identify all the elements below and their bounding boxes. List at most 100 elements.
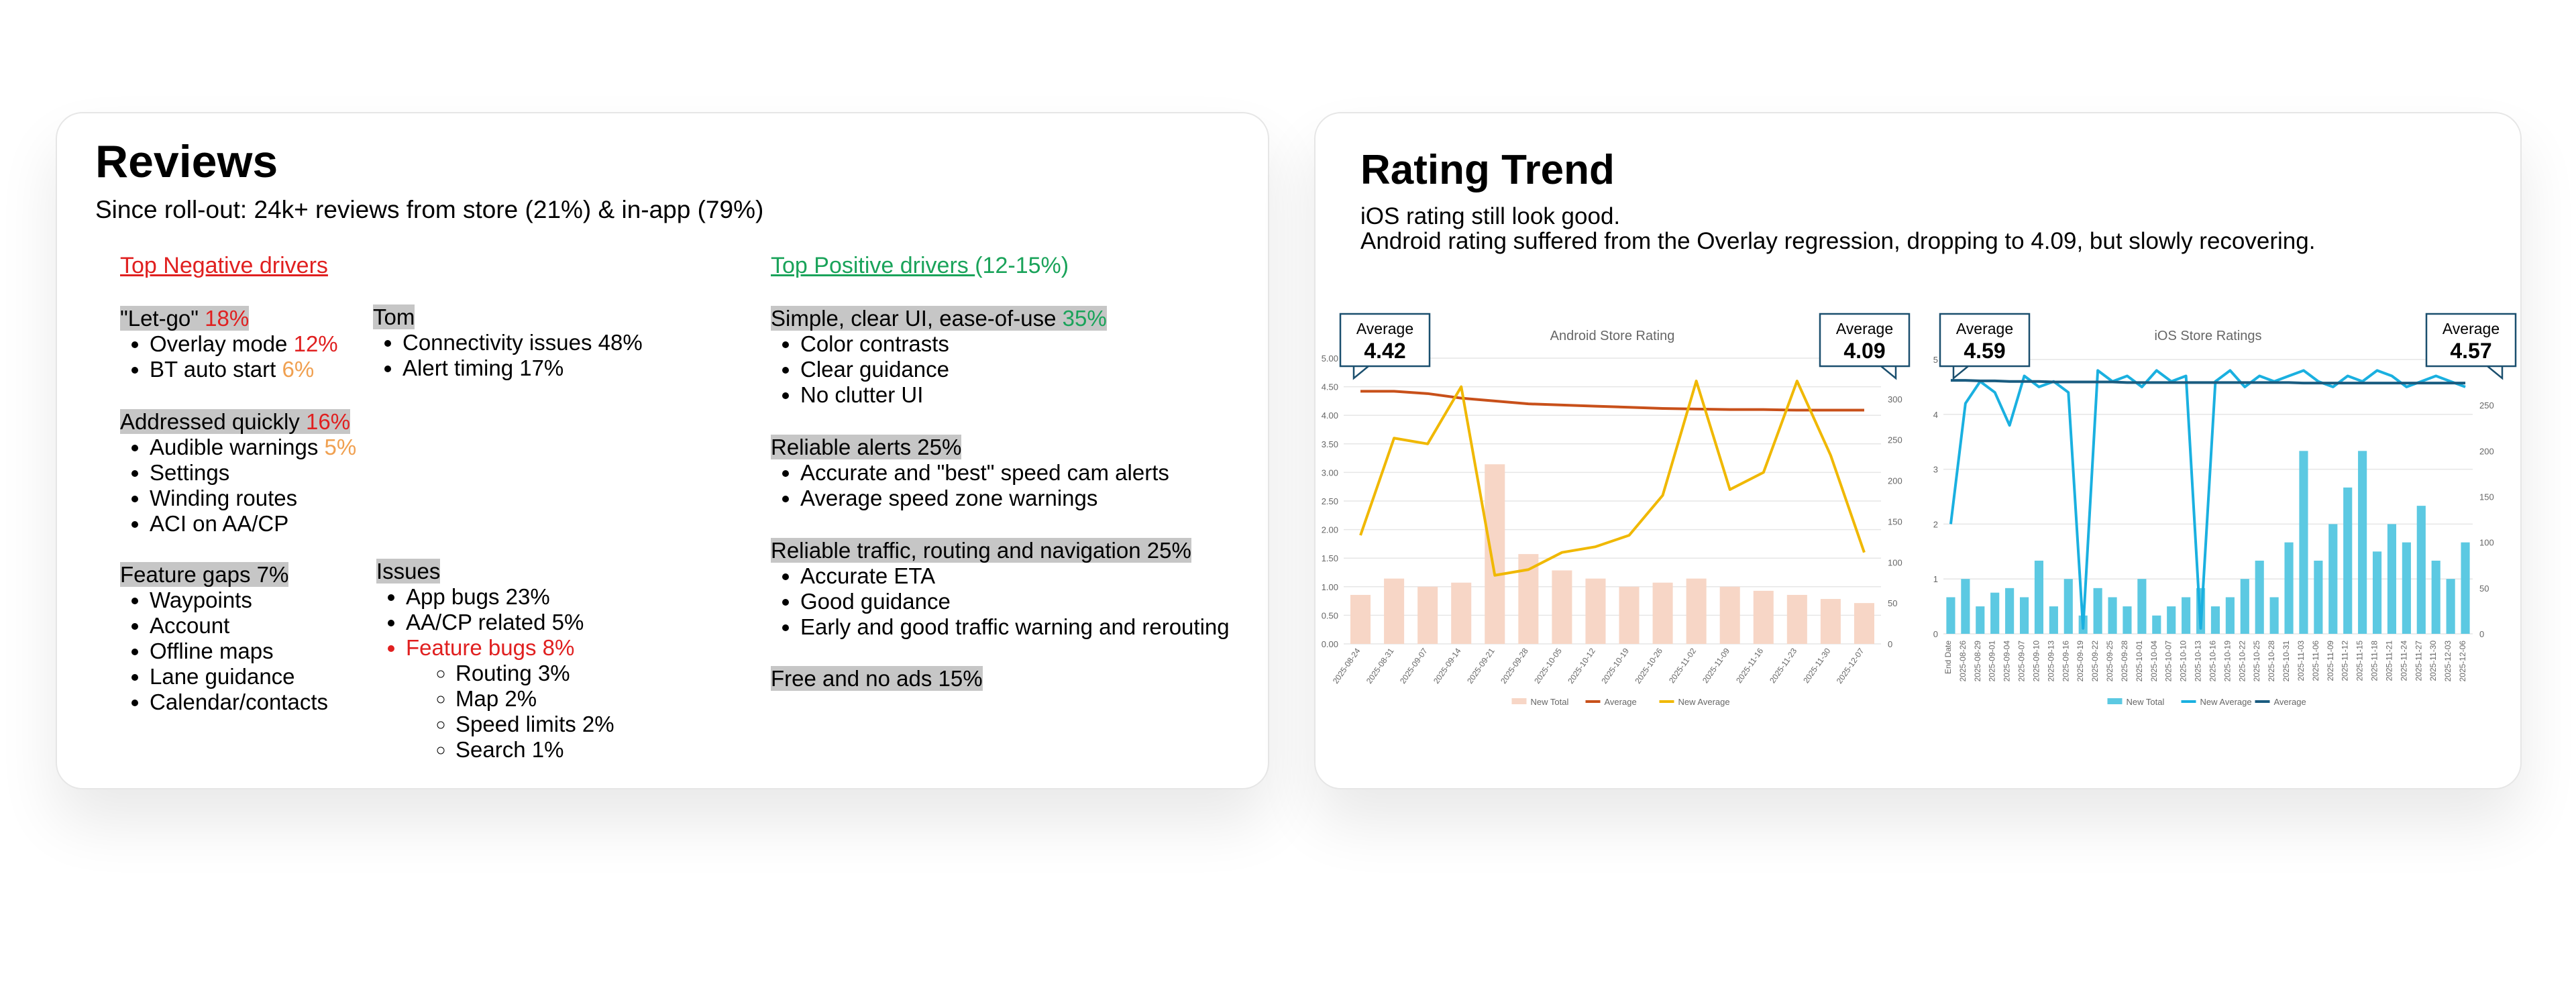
x-tick-label: 2025-10-26 — [1633, 646, 1664, 685]
bar — [2314, 560, 2323, 634]
x-tick-label: 2025-10-10 — [2179, 641, 2188, 682]
y-tick-label: 3 — [1933, 465, 1938, 475]
heading-text: Top Negative drivers — [120, 253, 328, 278]
bar — [2152, 615, 2161, 634]
x-tick-label: 2025-11-21 — [2384, 641, 2394, 681]
group-heading: Reliable traffic, routing and navigation… — [771, 538, 1191, 563]
bar — [2402, 542, 2411, 634]
y2-tick-label: 150 — [1888, 516, 1902, 526]
y-tick-label: 4.50 — [1322, 382, 1338, 392]
x-tick-label: 2025-09-07 — [1398, 646, 1430, 685]
reviews-subtitle: Since roll-out: 24k+ reviews from store … — [95, 196, 764, 223]
y2-tick-label: 250 — [1888, 435, 1902, 445]
legend-label: New Total — [2127, 697, 2165, 707]
y-tick-label: 1.50 — [1322, 553, 1338, 563]
bar — [1976, 606, 1985, 634]
text-segment: Reliable alerts 25% — [771, 435, 962, 459]
text-segment: AA/CP related 5% — [406, 610, 584, 634]
bar — [1417, 586, 1438, 644]
x-tick-label: 2025-09-28 — [1499, 646, 1530, 685]
bar — [2372, 551, 2382, 634]
y-tick-label: 2 — [1933, 519, 1938, 529]
callout-value: 4.57 — [2450, 339, 2491, 363]
bar — [1652, 582, 1673, 644]
text-segment: No clutter UI — [800, 382, 924, 407]
text-segment: Offline maps — [150, 639, 274, 663]
ios-chart: iOS Store Ratings012345050100150200250En… — [1933, 313, 2517, 707]
x-tick-label: 2025-11-15 — [2355, 641, 2365, 681]
x-tick-label: 2025-11-24 — [2399, 641, 2408, 681]
x-tick-label: 2025-09-01 — [1988, 641, 1997, 682]
bar — [1753, 590, 1774, 644]
text-segment: Settings — [150, 460, 230, 485]
group-heading: Issues — [376, 559, 441, 584]
bullet-list: Accurate ETAGood guidanceEarly and good … — [771, 563, 1230, 640]
text-segment: Accurate ETA — [800, 563, 936, 588]
text-segment: Issues — [376, 559, 441, 584]
bar — [1946, 597, 1955, 634]
negative-heading: Top Negative drivers — [120, 253, 328, 279]
x-tick-label: 2025-10-22 — [2237, 641, 2247, 682]
text-segment: Alert timing 17% — [402, 355, 564, 380]
bar — [2299, 451, 2308, 634]
bar — [1719, 586, 1740, 644]
bullet-item: Winding routes — [150, 486, 356, 511]
bullet-item: Account — [150, 613, 328, 639]
y-tick-label: 5 — [1933, 355, 1938, 365]
bar — [2461, 542, 2470, 634]
reviews-title: Reviews — [95, 136, 278, 187]
bullet-item: App bugs 23% — [406, 584, 614, 610]
x-tick-label: 2025-10-12 — [1566, 646, 1597, 685]
bullet-item: ACI on AA/CP — [150, 511, 356, 537]
x-tick-label: 2025-10-13 — [2194, 641, 2203, 682]
text-segment: Feature bugs 8% — [406, 635, 575, 660]
x-tick-label: 2025-12-07 — [1835, 646, 1866, 685]
text-segment: Tom — [373, 304, 415, 329]
bar — [1350, 594, 1371, 644]
driver-group: IssuesApp bugs 23%AA/CP related 5%Featur… — [376, 559, 614, 763]
text-segment: App bugs 23% — [406, 584, 550, 609]
bar — [2269, 597, 2279, 634]
text-segment: 6% — [282, 357, 315, 382]
bar — [1990, 592, 2000, 634]
x-tick-label: 2025-09-10 — [2031, 641, 2041, 682]
group-heading: Free and no ads 15% — [771, 666, 983, 691]
text-segment: Account — [150, 613, 230, 638]
y-tick-label: 1.00 — [1322, 582, 1338, 592]
legend-swatch — [2107, 698, 2123, 704]
bar — [2446, 579, 2455, 634]
x-tick-label: 2025-10-28 — [2267, 641, 2276, 682]
x-tick-label: 2025-09-21 — [1465, 646, 1497, 685]
y2-tick-label: 50 — [1888, 598, 1897, 608]
x-tick-label: 2025-10-16 — [2208, 641, 2217, 682]
text-segment: 18% — [205, 306, 250, 331]
bar — [2167, 606, 2176, 634]
bar — [2210, 606, 2220, 634]
x-tick-label: 2025-11-03 — [2296, 641, 2306, 681]
bullet-item: BT auto start 6% — [150, 357, 338, 382]
driver-group: Reliable alerts 25%Accurate and "best" s… — [771, 435, 1169, 511]
x-tick-label: 2025-09-13 — [2046, 641, 2055, 682]
y-tick-label: 1 — [1933, 574, 1938, 584]
bar — [2123, 606, 2132, 634]
bar — [2108, 597, 2117, 634]
text-segment: Average speed zone warnings — [800, 486, 1098, 510]
text-segment: Color contrasts — [800, 331, 949, 356]
bullet-item: Audible warnings 5% — [150, 435, 356, 460]
reviews-card — [56, 112, 1269, 789]
callout-label: Average — [1956, 320, 2013, 337]
bullet-item: Lane guidance — [150, 664, 328, 689]
line — [1950, 379, 2466, 385]
sub-item: Map 2% — [455, 686, 614, 712]
sub-list: Routing 3%Map 2%Speed limits 2%Search 1% — [406, 661, 614, 763]
bar — [1451, 582, 1472, 644]
legend-label: New Total — [1531, 697, 1569, 707]
text-segment: 35% — [1062, 306, 1107, 331]
bullet-item: No clutter UI — [800, 382, 1107, 408]
sub-item: Routing 3% — [455, 661, 614, 686]
x-tick-label: End Date — [1943, 641, 1953, 674]
bullet-list: Connectivity issues 48%Alert timing 17% — [373, 330, 643, 381]
x-tick-label: 2025-08-24 — [1331, 646, 1362, 685]
bar — [2240, 579, 2249, 634]
y2-tick-label: 0 — [1888, 639, 1892, 649]
